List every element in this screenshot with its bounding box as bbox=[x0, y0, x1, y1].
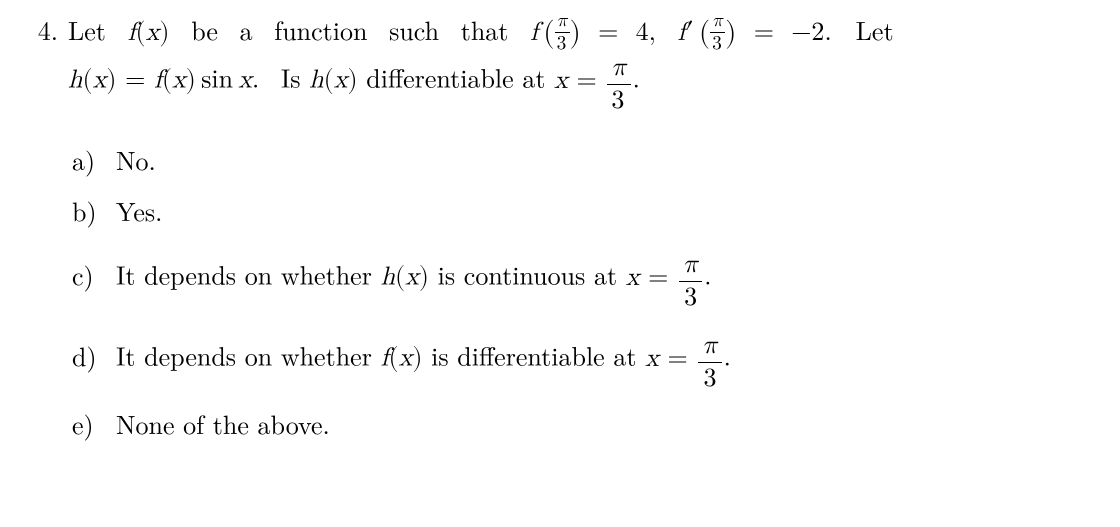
question-stem: Let f(x) be a function such that f (π3) … bbox=[68, 10, 1090, 114]
answer-text: Yes. bbox=[116, 191, 1090, 230]
answer-letter: b) bbox=[72, 191, 116, 230]
answer-c-mid: is continuous at bbox=[429, 256, 626, 293]
question-body: Let f(x) be a function such that f (π3) … bbox=[68, 10, 1090, 455]
answer-d: d) It depends on whether f(x) is differe… bbox=[72, 333, 1090, 392]
answer-d-prefix: It depends on whether bbox=[116, 337, 381, 374]
answer-text: It depends on whether f(x) is differenti… bbox=[116, 333, 1090, 392]
answer-b: b) Yes. bbox=[72, 191, 1090, 230]
f-value: 4 bbox=[636, 20, 649, 46]
page: 4. Let f(x) be a function such that f (π… bbox=[0, 0, 1120, 465]
answer-text: It depends on whether h(x) is continuous… bbox=[116, 252, 1090, 311]
answer-letter: e) bbox=[72, 404, 116, 443]
answer-letter: c) bbox=[72, 255, 116, 294]
question-block: 4. Let f(x) be a function such that f (π… bbox=[10, 10, 1090, 455]
answer-d-mid: is differentiable at bbox=[423, 337, 646, 374]
fprime-value: −2 bbox=[791, 20, 824, 46]
answer-c: c) It depends on whether h(x) is continu… bbox=[72, 252, 1090, 311]
answer-e: e) None of the above. bbox=[72, 404, 1090, 443]
answer-a: a) No. bbox=[72, 140, 1090, 179]
answer-list: a) No. b) Yes. c) It depends on whether … bbox=[68, 140, 1090, 443]
question-number: 4. bbox=[10, 10, 68, 49]
answer-text: No. bbox=[116, 140, 1090, 179]
answer-letter: d) bbox=[72, 336, 116, 375]
answer-text: None of the above. bbox=[116, 404, 1090, 443]
answer-letter: a) bbox=[72, 140, 116, 179]
answer-c-prefix: It depends on whether bbox=[116, 256, 381, 293]
